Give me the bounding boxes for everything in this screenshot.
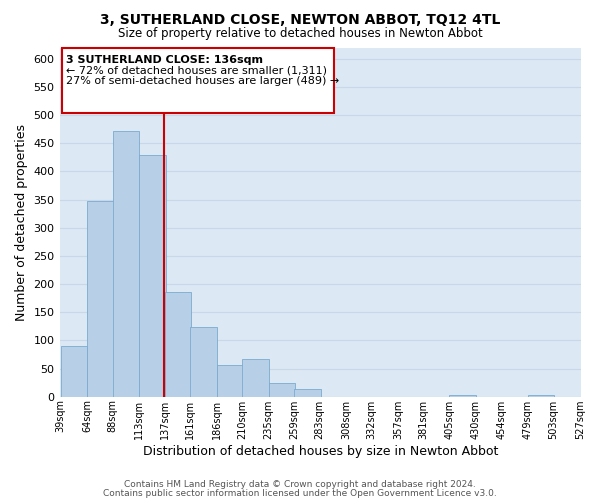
Text: Contains public sector information licensed under the Open Government Licence v3: Contains public sector information licen…: [103, 488, 497, 498]
Text: 27% of semi-detached houses are larger (489) →: 27% of semi-detached houses are larger (…: [66, 76, 339, 86]
Text: 3 SUTHERLAND CLOSE: 136sqm: 3 SUTHERLAND CLOSE: 136sqm: [66, 56, 263, 66]
Bar: [528, 395, 554, 396]
Bar: [164, 292, 191, 397]
Bar: [294, 390, 321, 396]
Text: 3, SUTHERLAND CLOSE, NEWTON ABBOT, TQ12 4TL: 3, SUTHERLAND CLOSE, NEWTON ABBOT, TQ12 …: [100, 12, 500, 26]
Bar: [449, 395, 476, 396]
X-axis label: Distribution of detached houses by size in Newton Abbot: Distribution of detached houses by size …: [143, 444, 498, 458]
Bar: [217, 364, 243, 396]
Text: Contains HM Land Registry data © Crown copyright and database right 2024.: Contains HM Land Registry data © Crown c…: [124, 480, 476, 489]
Y-axis label: Number of detached properties: Number of detached properties: [15, 124, 28, 320]
Bar: [113, 132, 139, 396]
Bar: [139, 154, 166, 396]
Bar: [190, 328, 217, 396]
Bar: [269, 382, 295, 396]
Text: Size of property relative to detached houses in Newton Abbot: Size of property relative to detached ho…: [118, 28, 482, 40]
Bar: [242, 359, 269, 397]
FancyBboxPatch shape: [62, 48, 334, 114]
Bar: [61, 346, 87, 397]
Bar: [87, 200, 113, 396]
Text: ← 72% of detached houses are smaller (1,311): ← 72% of detached houses are smaller (1,…: [66, 66, 327, 76]
